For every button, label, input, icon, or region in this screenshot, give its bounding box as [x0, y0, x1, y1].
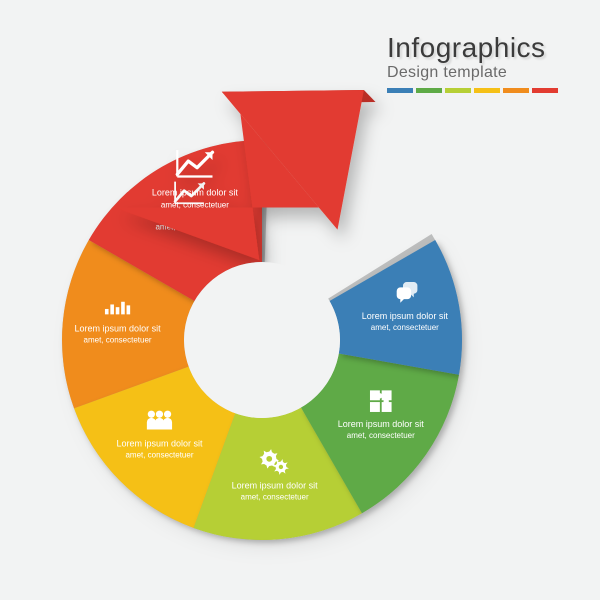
segment-label: amet, consectetuer	[241, 492, 309, 501]
segment-label: Lorem ipsum dolor sit	[152, 187, 239, 197]
segment-label: Lorem ipsum dolor sit	[338, 419, 425, 429]
segment-label: amet, consectetuer	[84, 335, 152, 344]
circular-arrow-chart: Lorem ipsum dolor sit amet, consectetuer L…	[0, 0, 600, 600]
segment-label: amet, consectetuer	[125, 451, 193, 460]
people-icon	[147, 411, 172, 430]
segment-label: amet, consectetuer	[347, 431, 415, 440]
segment-label: Lorem ipsum dolor sit	[362, 311, 449, 321]
segment-label: Lorem ipsum dolor sit	[75, 323, 162, 333]
segment-label: amet, consectetuer	[371, 323, 439, 332]
infographic-stage: Infographics Design template Lorem ipsum…	[0, 0, 600, 600]
segment-label: Lorem ipsum dolor sit	[116, 439, 203, 449]
segment-label: Lorem ipsum dolor sit	[232, 480, 319, 490]
segment-label: amet, consectetuer	[161, 200, 229, 209]
